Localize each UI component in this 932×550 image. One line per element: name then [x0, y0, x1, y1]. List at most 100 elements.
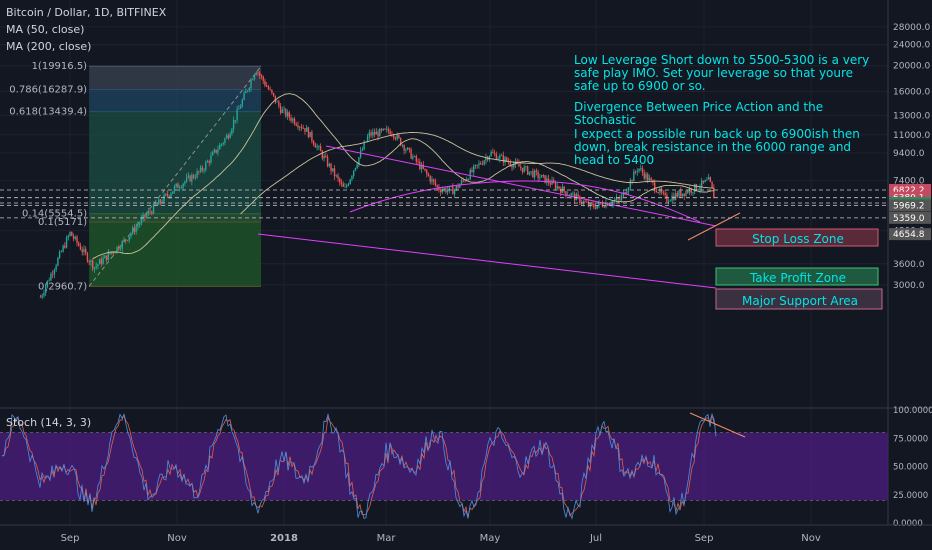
candle-body [707, 177, 710, 180]
candle-body [352, 170, 355, 176]
time-tick: Nov [167, 533, 187, 544]
candle-body [479, 163, 482, 165]
candle-body [422, 164, 424, 169]
candle-body [497, 158, 499, 160]
stoch-tick: 50.0000 [893, 463, 928, 473]
candle-body [560, 188, 562, 193]
take-profit-zone [715, 267, 879, 286]
ma50-legend: MA (50, close) [6, 23, 85, 36]
candle-body [645, 174, 647, 179]
candle-body [540, 174, 543, 178]
candle-body [358, 157, 360, 165]
candle-body [166, 193, 169, 196]
candle-body [372, 132, 374, 136]
candle-body [172, 191, 174, 194]
candle-body [274, 95, 277, 103]
candle-body [417, 161, 419, 163]
candle-body [281, 109, 284, 113]
candle-body [504, 157, 506, 163]
candle-body [426, 170, 428, 174]
fib-band [89, 221, 262, 287]
candle-body [69, 231, 71, 236]
candle-body [347, 184, 350, 186]
candle-body [218, 144, 221, 150]
stoch-d-line [2, 412, 717, 518]
candle-body [389, 131, 391, 135]
candle-body [290, 117, 292, 121]
candle-body [307, 127, 310, 138]
candle-body [304, 128, 306, 132]
candle-body [584, 201, 586, 202]
price-label-box [889, 228, 931, 241]
candle-body [620, 195, 623, 200]
candle-body [253, 74, 256, 80]
candle-body [674, 193, 677, 200]
candle-body [492, 152, 494, 154]
support-trendline [257, 233, 717, 289]
time-tick: Sep [695, 533, 714, 544]
candle-body [184, 181, 186, 184]
candle-body [65, 237, 68, 248]
candle-body [370, 132, 372, 136]
candle-body [198, 171, 200, 173]
candle-body [328, 163, 331, 167]
candle-body [90, 260, 92, 263]
candle-body [109, 252, 111, 254]
candle-body [321, 151, 324, 159]
candle-body [293, 118, 296, 125]
candle-body [213, 149, 216, 153]
candle-body [262, 76, 264, 81]
candle-body [412, 156, 414, 159]
candle-body [535, 170, 538, 172]
candle-body [391, 134, 393, 135]
candle-body [664, 193, 666, 195]
candle-body [133, 227, 136, 232]
candle-body [485, 157, 487, 161]
candle-body [386, 128, 388, 130]
candle-body [511, 165, 513, 168]
support-area-label: Major Support Area [742, 294, 858, 308]
candle-body [420, 164, 423, 170]
candle-body [396, 134, 398, 139]
candle-body [629, 180, 632, 188]
candle-body [627, 187, 630, 192]
candle-body [568, 195, 571, 196]
time-tick: Sep [61, 533, 80, 544]
candle-body [638, 168, 640, 172]
candle-body [464, 180, 466, 182]
candle-body [375, 131, 377, 135]
candle-body [361, 149, 364, 151]
candle-body [93, 267, 96, 269]
candle-body [537, 171, 539, 179]
candle-body [650, 178, 652, 181]
price-tick: 16000.0 [893, 88, 930, 98]
candle-body [72, 235, 75, 239]
candle-body [547, 178, 550, 183]
candle-body [60, 251, 63, 253]
candle-body [406, 147, 409, 150]
candle-body [542, 174, 545, 176]
candle-body [118, 246, 120, 250]
candle-body [71, 231, 73, 236]
candle-body [405, 149, 407, 151]
candle-body [509, 162, 511, 166]
candle-body [636, 171, 638, 172]
resistance-trendline [325, 145, 717, 227]
candle-body [267, 86, 270, 90]
candle-body [285, 109, 287, 117]
price-label: 6822.2 [893, 186, 925, 196]
candle-body [702, 180, 705, 183]
candle-body [128, 236, 130, 241]
candle-body [302, 128, 304, 129]
candle-body [323, 155, 325, 159]
candle-body [91, 260, 94, 269]
time-tick: May [480, 533, 501, 544]
candle-body [239, 106, 242, 109]
candle-body [439, 190, 442, 193]
candle-body [596, 205, 598, 209]
candle-body [210, 155, 212, 163]
candle-body [180, 187, 183, 189]
candle-body [295, 124, 297, 126]
candle-body [699, 187, 701, 190]
candle-body [399, 137, 402, 146]
